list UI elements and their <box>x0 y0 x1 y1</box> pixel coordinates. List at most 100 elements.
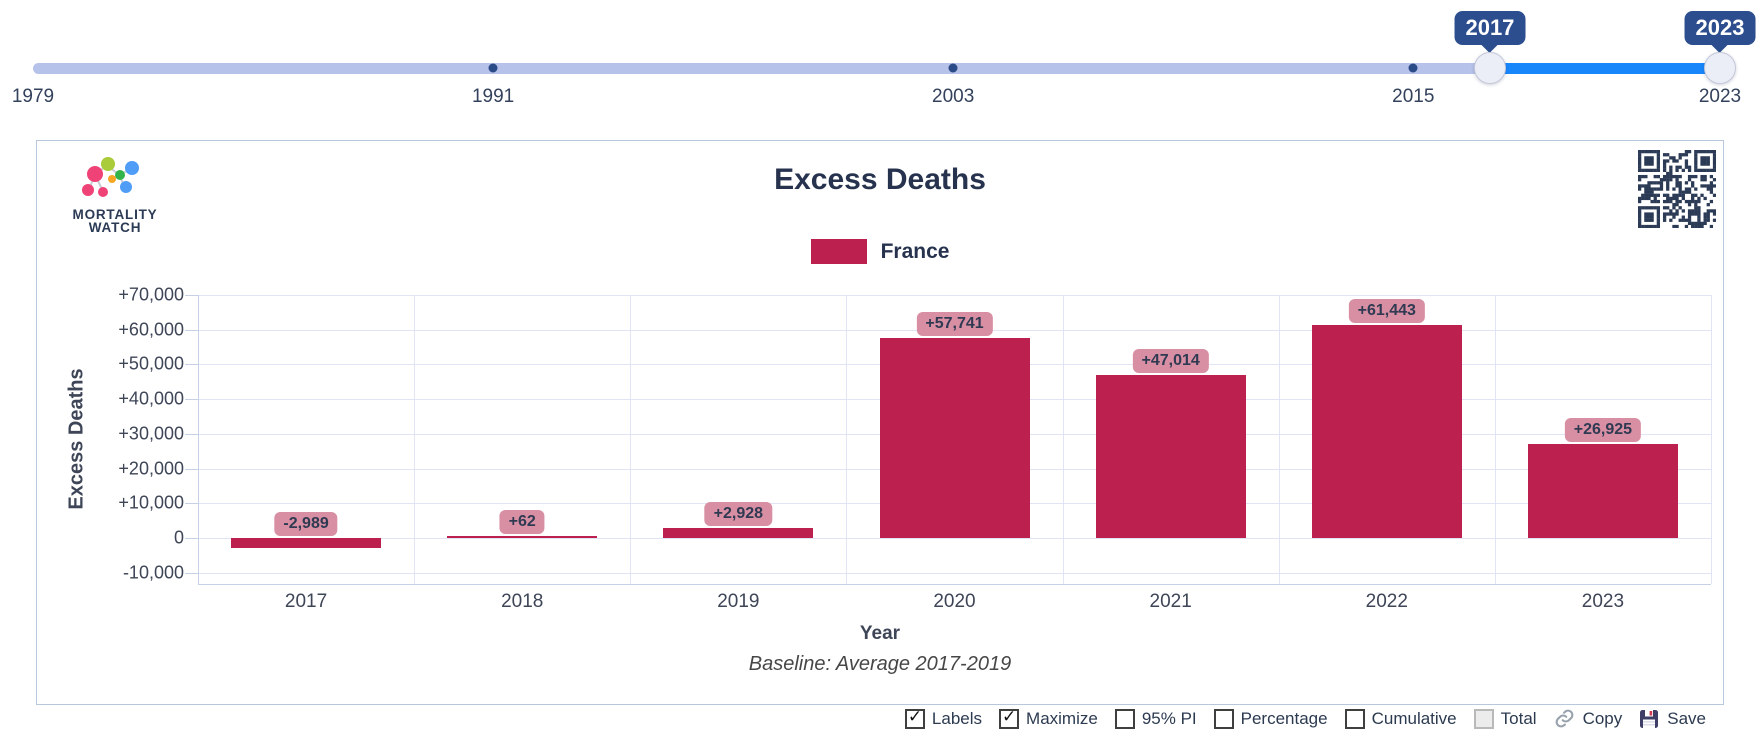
slider-dot-2003 <box>948 63 958 73</box>
checkbox-maximize[interactable]: Maximize <box>999 707 1098 729</box>
legend-swatch-france <box>810 239 867 264</box>
checkbox-percentage[interactable]: Percentage <box>1213 708 1328 729</box>
y-axis-tick <box>185 399 198 401</box>
chart-controls: Labels Maximize 95% PI Percentage Cumulative… <box>904 707 1706 729</box>
y-axis-tick <box>185 433 198 435</box>
bar-2023[interactable] <box>1527 444 1678 538</box>
y-axis-tick <box>185 537 198 539</box>
gridline-x <box>1278 295 1280 584</box>
slider-track[interactable] <box>33 63 1720 74</box>
bar-2020[interactable] <box>879 337 1030 538</box>
checkbox-label: Labels <box>931 708 983 728</box>
checkbox-cumulative[interactable]: Cumulative <box>1344 708 1457 729</box>
bar-2021[interactable] <box>1095 374 1246 538</box>
slider-year-label-2015: 2015 <box>1392 86 1435 107</box>
slider-handle-end[interactable] <box>1704 52 1736 84</box>
chart-legend: France <box>37 239 1723 264</box>
qr-code <box>1638 150 1716 228</box>
save-label: Save <box>1667 708 1706 728</box>
save-floppy-icon <box>1640 709 1659 728</box>
bar-value-label: +57,741 <box>916 311 993 336</box>
gridline-y <box>198 572 1711 574</box>
x-axis-line <box>198 584 1711 585</box>
bar-2022[interactable] <box>1311 324 1462 538</box>
checkbox-total: Total <box>1473 708 1537 729</box>
baseline-footnote: Baseline: Average 2017-2019 <box>748 653 1012 675</box>
copy-button[interactable]: Copy <box>1554 708 1623 729</box>
bar-2017[interactable] <box>231 537 382 549</box>
bar-value-label: -2,989 <box>274 511 338 536</box>
checkbox-label: Maximize <box>1026 708 1098 728</box>
x-tick-label-2021: 2021 <box>1149 591 1192 612</box>
checkbox-95-pi[interactable]: 95% PI <box>1114 708 1197 729</box>
bar-value-label: +62 <box>499 509 545 534</box>
checkbox-box[interactable] <box>1114 708 1135 729</box>
checkbox-label: Total <box>1500 708 1537 728</box>
gridline-x <box>1711 295 1712 584</box>
slider-dot-2015 <box>1408 63 1418 73</box>
checkbox-box[interactable] <box>1344 708 1365 729</box>
y-axis-tick <box>185 468 198 470</box>
plot-area: -2,989 +62 +2,928 +57,741 +47,014 +61,443 +26,… <box>185 295 1712 585</box>
chart-card: MORTALITY WATCH Excess Deaths France +70… <box>36 140 1724 705</box>
bar-value-label: +26,925 <box>1564 418 1642 443</box>
x-axis-title: Year <box>859 623 901 644</box>
x-tick-label-2023: 2023 <box>1581 591 1625 612</box>
x-tick-label-2019: 2019 <box>717 591 760 612</box>
checkbox-label: Cumulative <box>1371 708 1457 728</box>
slider-year-label-1979: 1979 <box>11 86 55 107</box>
checkbox-box[interactable] <box>904 707 925 729</box>
y-axis-tick <box>185 503 198 505</box>
gridline-x <box>630 295 632 584</box>
slider-handle-start[interactable] <box>1473 52 1506 84</box>
slider-year-label-1991: 1991 <box>471 86 515 107</box>
y-tick-label: +40,000 <box>118 388 184 409</box>
checkbox-box[interactable] <box>1213 708 1234 729</box>
logo-text-line2: WATCH <box>88 220 142 235</box>
x-axis-tick-labels: 2017 2018 2019 2020 2021 2022 2023 <box>198 591 1711 617</box>
checkbox-labels[interactable]: Labels <box>904 707 983 729</box>
bar-2018[interactable] <box>447 535 598 538</box>
y-tick-label: +60,000 <box>118 319 184 340</box>
y-tick-label: +70,000 <box>118 284 184 305</box>
slider-track-selected[interactable] <box>1489 63 1720 74</box>
mortality-watch-logo: MORTALITY WATCH <box>55 153 175 234</box>
save-button[interactable]: Save <box>1639 709 1706 729</box>
y-axis-tick <box>185 572 198 574</box>
y-tick-label: +50,000 <box>118 353 184 374</box>
mortality-watch-logo-icon <box>82 157 139 197</box>
x-tick-label-2017: 2017 <box>284 591 328 612</box>
x-tick-label-2020: 2020 <box>933 591 976 612</box>
link-icon <box>1555 709 1573 728</box>
bar-value-label: +61,443 <box>1348 298 1425 323</box>
checkbox-label: 95% PI <box>1141 708 1197 728</box>
bar-2019[interactable] <box>663 527 814 538</box>
y-tick-label: +10,000 <box>118 492 184 513</box>
y-axis-line <box>198 295 199 584</box>
gridline-y <box>198 295 1711 296</box>
bar-value-label: +47,014 <box>1132 348 1209 373</box>
slider-start-tooltip: 2017 <box>1454 11 1526 45</box>
y-axis-tick-labels: +70,000 +60,000 +50,000 +40,000 +30,000 +20,0… <box>37 285 184 584</box>
x-tick-label-2022: 2022 <box>1365 591 1408 612</box>
year-range-slider: 2017 2023 1979 1991 2003 2015 2023 <box>12 0 1756 118</box>
gridline-x <box>1062 295 1064 584</box>
y-axis-tick <box>185 329 198 331</box>
gridline-x <box>414 295 416 584</box>
checkbox-label: Percentage <box>1240 708 1328 728</box>
bar-value-label: +2,928 <box>704 501 773 526</box>
y-tick-label: +30,000 <box>118 423 184 444</box>
x-tick-label-2018: 2018 <box>501 591 544 612</box>
legend-label-france: France <box>880 239 950 263</box>
checkbox-box[interactable] <box>999 707 1020 729</box>
y-axis-tick <box>185 295 198 296</box>
copy-label: Copy <box>1582 708 1623 728</box>
checkbox-box <box>1473 708 1494 729</box>
y-tick-label: -10,000 <box>122 562 184 583</box>
gridline-x <box>1494 295 1496 584</box>
slider-end-tooltip: 2023 <box>1684 11 1756 45</box>
y-axis-title: Excess Deaths <box>65 368 88 510</box>
y-tick-label: +20,000 <box>118 458 184 478</box>
slider-year-label-2023: 2023 <box>1698 86 1742 107</box>
